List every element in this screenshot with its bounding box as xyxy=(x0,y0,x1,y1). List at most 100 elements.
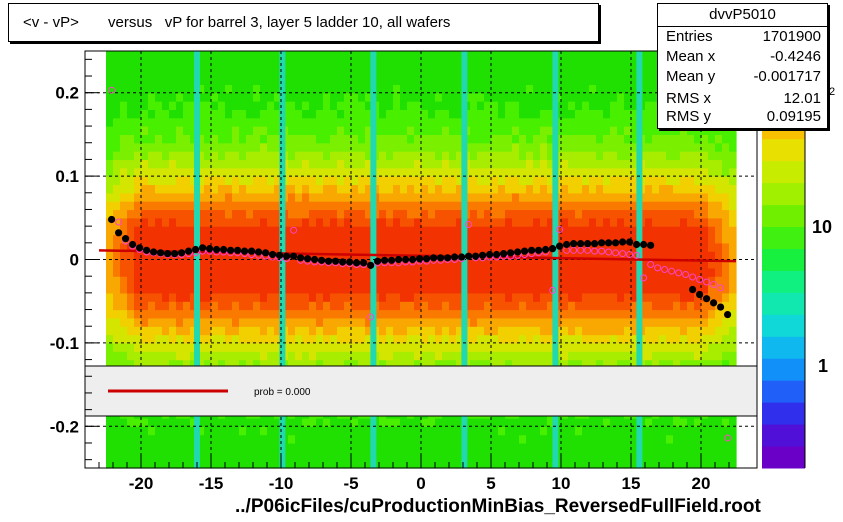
data-point-filled xyxy=(724,310,732,319)
heat-cell xyxy=(183,176,191,186)
heat-cell xyxy=(169,67,177,77)
heat-cell xyxy=(106,67,114,77)
heat-cell xyxy=(708,242,716,252)
heat-cell xyxy=(533,334,541,344)
heat-cell xyxy=(582,434,590,444)
heat-cell xyxy=(512,192,520,202)
heat-cell xyxy=(218,326,226,336)
heat-cell xyxy=(309,251,317,261)
heat-cell xyxy=(183,142,191,152)
heat-cell xyxy=(253,134,261,144)
heat-cell xyxy=(701,184,709,194)
heat-cell xyxy=(106,184,114,194)
heat-cell xyxy=(309,301,317,311)
heat-cell xyxy=(596,351,604,361)
heat-cell xyxy=(393,317,401,327)
heat-cell xyxy=(694,167,702,177)
heat-cell xyxy=(568,101,576,110)
heat-cell xyxy=(603,142,611,152)
heat-cell xyxy=(610,109,618,119)
heat-cell xyxy=(610,459,618,469)
heat-cell xyxy=(316,134,324,144)
heat-cell xyxy=(533,117,541,127)
heat-cell xyxy=(274,117,282,127)
heat-cell xyxy=(183,342,191,352)
heat-cell xyxy=(708,459,716,469)
heat-cell xyxy=(197,176,205,186)
heat-cell xyxy=(533,51,541,60)
heat-cell xyxy=(519,267,527,277)
heat-cell xyxy=(568,217,576,227)
heat-cell xyxy=(225,267,233,277)
heat-cell xyxy=(435,284,443,294)
heat-cell xyxy=(141,192,149,202)
heat-cell xyxy=(435,442,443,452)
heat-cell xyxy=(239,292,247,302)
heat-cell xyxy=(694,242,702,252)
heat-cell xyxy=(498,259,506,269)
stats-label: Entries xyxy=(666,28,713,45)
heat-cell xyxy=(477,209,485,219)
heat-cell xyxy=(624,192,632,202)
heat-cell xyxy=(435,109,443,119)
heat-cell xyxy=(540,326,548,336)
heat-cell xyxy=(400,317,408,327)
heat-cell xyxy=(106,167,114,177)
heat-cell xyxy=(330,209,338,219)
heat-cell xyxy=(239,192,247,202)
heat-cell xyxy=(477,51,485,60)
heat-cell xyxy=(568,434,576,444)
heat-cell xyxy=(218,459,226,469)
heat-cell xyxy=(379,151,387,161)
heat-cell xyxy=(155,334,163,344)
heat-cell xyxy=(267,326,275,336)
heat-cell xyxy=(645,84,653,94)
heat-cell xyxy=(274,234,282,244)
heat-cell xyxy=(456,117,464,127)
heat-cell xyxy=(127,126,135,135)
heat-cell xyxy=(260,434,268,444)
heat-cell xyxy=(680,359,688,369)
heat-cell xyxy=(253,126,261,135)
heat-cell xyxy=(526,67,534,77)
heat-cell xyxy=(302,451,310,461)
heat-cell xyxy=(624,184,632,194)
heat-cell xyxy=(526,434,534,444)
heat-cell xyxy=(288,217,296,227)
heat-cell xyxy=(666,126,674,135)
heat-cell xyxy=(141,101,149,110)
heat-cell xyxy=(253,276,261,286)
heat-cell xyxy=(470,434,478,444)
heat-cell xyxy=(680,251,688,261)
heat-cell xyxy=(127,334,135,344)
heat-cell xyxy=(484,51,492,60)
stats-row-rms-x: RMS x 12.01 xyxy=(666,90,821,110)
heat-cell xyxy=(645,159,653,169)
heat-cell xyxy=(211,117,219,127)
data-point-open xyxy=(696,276,704,284)
heat-cell xyxy=(386,159,394,169)
heat-cell xyxy=(505,301,513,311)
heat-cell xyxy=(708,292,716,302)
heat-cell xyxy=(589,342,597,352)
heat-cell xyxy=(218,201,226,211)
heat-cell xyxy=(288,109,296,119)
heat-cell xyxy=(456,101,464,110)
heat-cell xyxy=(274,426,282,436)
heat-cell xyxy=(470,259,478,269)
heat-cell xyxy=(232,326,240,336)
heat-cell xyxy=(113,417,121,427)
heat-cell xyxy=(162,301,170,311)
heat-cell xyxy=(330,342,338,352)
heat-cell xyxy=(505,134,513,144)
heat-cell xyxy=(414,334,422,344)
heat-cell xyxy=(610,101,618,110)
heat-cell xyxy=(596,442,604,452)
heat-cell xyxy=(190,109,198,119)
heat-cell xyxy=(176,59,184,69)
heat-cell xyxy=(176,226,184,236)
heat-cell xyxy=(288,134,296,144)
heat-cell xyxy=(330,451,338,461)
heat-cell xyxy=(673,451,681,461)
heat-cell xyxy=(477,334,485,344)
